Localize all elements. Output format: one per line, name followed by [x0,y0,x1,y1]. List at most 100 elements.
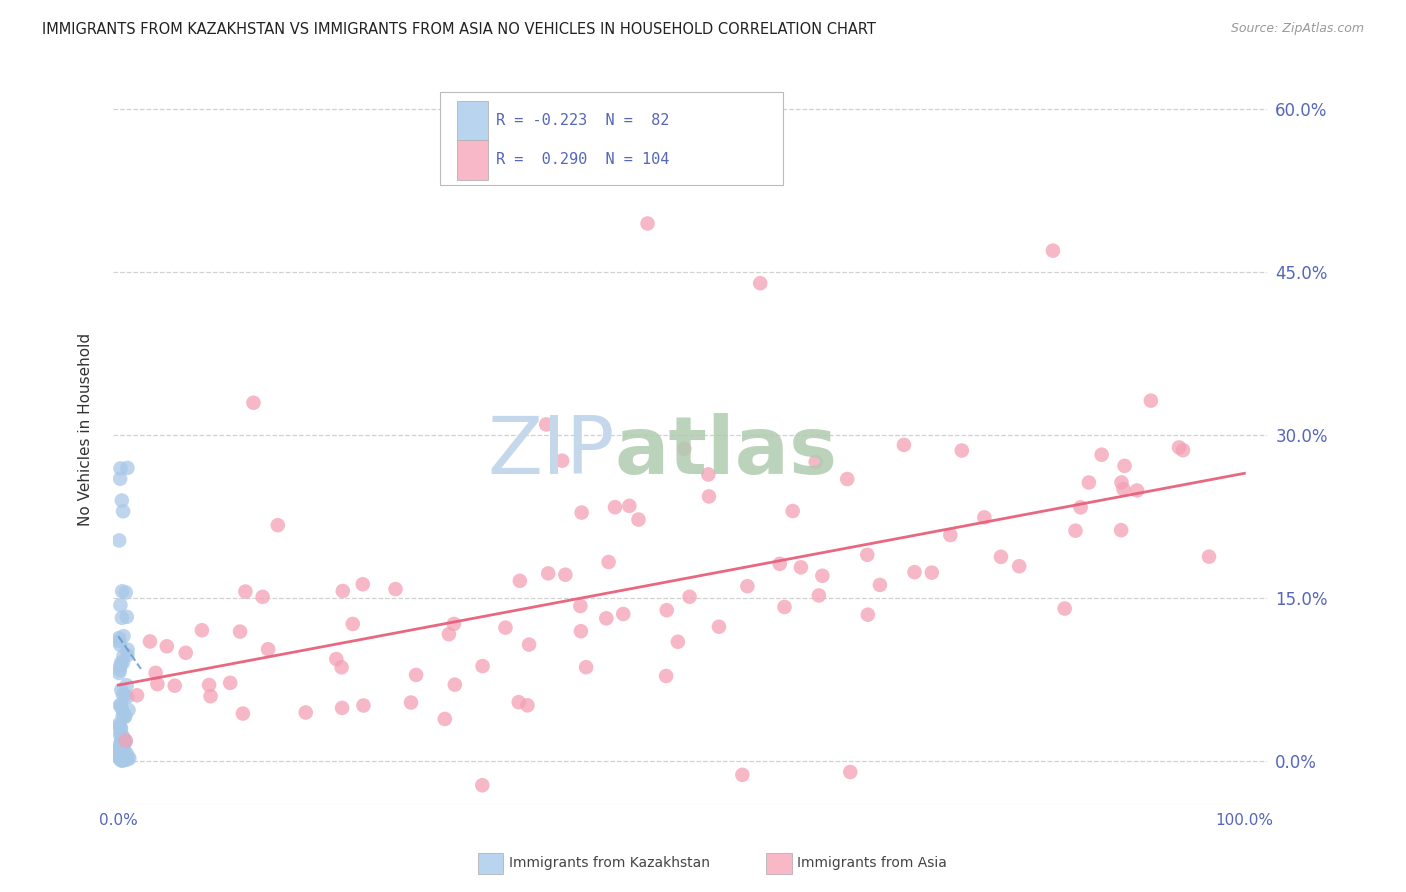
Point [232,706,254,721]
Point [139,634,162,648]
Point [773,599,796,614]
Point [111,688,134,702]
Point [114,585,136,599]
Point [111,611,134,625]
Point [110,748,132,763]
Point [749,151,772,165]
Point [603,500,626,515]
Point [117,648,139,662]
Point [673,442,696,456]
Point [112,742,135,756]
Point [782,504,804,518]
Point [117,750,139,764]
Point [112,730,135,744]
Point [110,743,132,757]
Point [242,395,264,409]
Point [111,747,134,761]
Point [252,590,274,604]
Point [443,678,465,692]
Point [569,599,592,613]
Point [973,510,995,524]
Point [118,751,141,765]
Point [342,616,364,631]
Point [108,743,131,757]
Point [294,706,316,720]
Point [856,548,879,562]
Point [612,607,634,621]
Point [903,565,925,579]
Point [110,735,132,749]
Point [257,642,280,657]
Point [869,578,891,592]
Point [731,768,754,782]
Point [110,749,132,764]
Point [804,455,827,469]
Point [516,698,538,713]
Point [790,560,813,574]
Point [1114,458,1136,473]
Text: IMMIGRANTS FROM KAZAKHSTAN VS IMMIGRANTS FROM ASIA NO VEHICLES IN HOUSEHOLD CORR: IMMIGRANTS FROM KAZAKHSTAN VS IMMIGRANTS… [42,22,876,37]
Point [110,738,132,752]
Point [509,574,531,588]
Point [112,749,135,764]
Point [117,642,139,657]
Point [117,703,139,717]
Point [837,472,859,486]
Point [108,698,131,713]
Point [108,752,131,766]
Point [112,706,135,721]
Point [111,744,134,758]
Point [551,453,574,467]
Point [627,512,650,526]
Point [352,577,374,591]
Point [1126,483,1149,498]
Point [839,764,862,779]
Text: R = -0.223  N =  82: R = -0.223 N = 82 [496,113,669,128]
Point [950,443,973,458]
Point [1171,443,1194,458]
Text: atlas: atlas [614,413,838,491]
Point [1008,559,1031,574]
Point [110,656,132,670]
Point [115,753,138,767]
Point [267,518,290,533]
Point [110,722,132,736]
Point [856,607,879,622]
Point [110,598,132,612]
Point [108,719,131,733]
Point [174,646,197,660]
Point [384,582,406,596]
Point [619,499,641,513]
Point [115,678,138,692]
Point [697,467,720,482]
Point [115,747,138,761]
Point [537,566,560,581]
Point [108,533,131,548]
Point [112,749,135,764]
Point [110,752,132,766]
Point [110,744,132,758]
Point [111,735,134,749]
Point [117,461,139,475]
Point [495,621,517,635]
Point [114,689,136,703]
Point [1168,441,1191,455]
Point [939,528,962,542]
Point [437,627,460,641]
Point [111,746,134,760]
Point [108,663,131,677]
Point [114,710,136,724]
Point [1042,244,1064,258]
Point [111,709,134,723]
Point [200,689,222,703]
Point [110,734,132,748]
Point [114,708,136,723]
Point [471,659,494,673]
Point [769,557,792,571]
Point [330,701,353,715]
Point [115,610,138,624]
Point [1140,393,1163,408]
Point [111,493,134,508]
Text: Immigrants from Asia: Immigrants from Asia [797,856,948,871]
Point [517,638,540,652]
